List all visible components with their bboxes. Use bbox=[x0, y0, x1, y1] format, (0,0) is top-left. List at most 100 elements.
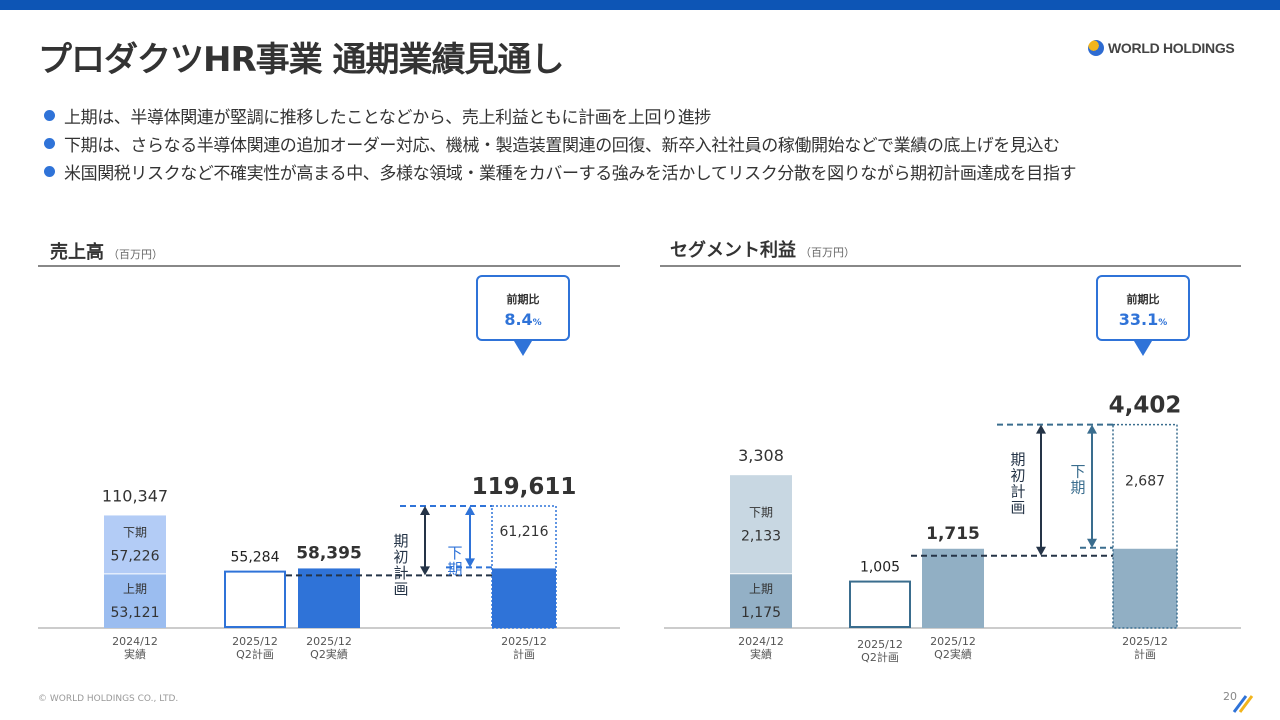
profit-category-label: 2024/12 bbox=[738, 635, 784, 648]
sales-yoy-label: 前期比 bbox=[506, 293, 540, 306]
logo-globe-icon bbox=[1088, 40, 1104, 56]
profit-chart-title: セグメント利益 （百万円） bbox=[670, 236, 855, 262]
profit-second-half-name: 下期 bbox=[749, 505, 773, 519]
bullet-dot-icon bbox=[44, 165, 55, 177]
sales-total-label: 110,347 bbox=[102, 486, 168, 505]
sales-category-label: 計画 bbox=[513, 647, 535, 661]
profit-q2-plan-label: 1,005 bbox=[860, 560, 900, 576]
profit-category-label: 2025/12 bbox=[930, 635, 976, 648]
profit-yoy-value: 33.1% bbox=[1118, 310, 1168, 329]
profit-plan-total-label: 4,402 bbox=[1109, 393, 1182, 419]
sales-plan-vertical-label: 計 bbox=[393, 564, 408, 582]
sales-plan-arrow-head-up bbox=[420, 505, 430, 515]
profit-second-arrow-head-up bbox=[1087, 424, 1097, 434]
profit-plan-vertical-label: 計 bbox=[1010, 483, 1025, 501]
sales-plan-arrow-head-down bbox=[420, 566, 430, 576]
sales-yoy-callout: 前期比 8.4% bbox=[476, 275, 570, 356]
profit-q2-actual-label: 1,715 bbox=[926, 524, 980, 544]
sales-category-label: 実績 bbox=[124, 647, 146, 661]
sales-second-half-value: 57,226 bbox=[111, 549, 160, 565]
profit-unit: （百万円） bbox=[800, 246, 855, 259]
profit-header-rule bbox=[660, 265, 1241, 267]
sales-bar-q2-plan bbox=[224, 570, 286, 628]
sales-category-label: 2025/12 bbox=[501, 635, 547, 648]
profit-plan-vertical-label: 期 bbox=[1010, 451, 1025, 469]
bullet-dot-icon bbox=[44, 137, 55, 149]
sales-second-vertical-label: 下 bbox=[447, 544, 462, 562]
sales-plan-vertical-label: 期 bbox=[393, 532, 408, 550]
profit-plan-vertical-label: 画 bbox=[1010, 499, 1025, 517]
profit-title-text: セグメント利益 bbox=[670, 240, 796, 261]
bullet-item: 下期は、さらなる半導体関連の追加オーダー対応、機械・製造装置関連の回復、新卒入社… bbox=[44, 129, 1076, 157]
profit-bar-second-half bbox=[730, 475, 792, 574]
sales-plan-vertical-label: 初 bbox=[393, 548, 408, 566]
top-accent-bar bbox=[0, 0, 1280, 10]
profit-category-label: 2025/12 bbox=[1122, 635, 1168, 648]
bullet-item: 上期は、半導体関連が堅調に推移したことなどから、売上利益ともに計画を上回り進捗 bbox=[44, 101, 1076, 129]
profit-total-label: 3,308 bbox=[738, 446, 784, 465]
profit-second-arrow-head-down bbox=[1087, 538, 1097, 548]
profit-category-label: 2025/12 bbox=[857, 638, 903, 651]
sales-second-half-name: 下期 bbox=[123, 526, 147, 540]
profit-second-half-value: 2,133 bbox=[741, 528, 781, 544]
sales-category-label: Q2計画 bbox=[236, 647, 274, 661]
logo-text: WORLD HOLDINGS bbox=[1108, 40, 1235, 56]
profit-plan-vertical-label: 初 bbox=[1010, 467, 1025, 485]
page-title: プロダクツHR事業 通期業績見通し bbox=[38, 40, 564, 80]
sales-unit: （百万円） bbox=[108, 248, 163, 261]
sales-second-vertical-label: 期 bbox=[447, 560, 462, 578]
sales-bar-plan-outline bbox=[491, 505, 557, 629]
bullet-text: 上期は、半導体関連が堅調に推移したことなどから、売上利益ともに計画を上回り進捗 bbox=[64, 107, 711, 128]
profit-plan-arrow-head-down bbox=[1036, 546, 1046, 556]
page-number: 20 bbox=[1223, 690, 1237, 703]
sales-category-label: 2024/12 bbox=[112, 635, 158, 648]
bullet-text: 下期は、さらなる半導体関連の追加オーダー対応、機械・製造装置関連の回復、新卒入社… bbox=[64, 135, 1060, 156]
profit-category-label: Q2実績 bbox=[934, 647, 972, 661]
profit-yoy-callout: 前期比 33.1% bbox=[1096, 275, 1190, 356]
sales-bar-q2-actual bbox=[298, 568, 360, 628]
sales-plan-total-label: 119,611 bbox=[472, 474, 577, 500]
sales-category-label: 2025/12 bbox=[232, 635, 278, 648]
sales-q2-actual-label: 58,395 bbox=[296, 543, 362, 563]
profit-category-label: Q2計画 bbox=[861, 650, 899, 664]
profit-first-half-name: 上期 bbox=[749, 582, 773, 596]
sales-q2-plan-label: 55,284 bbox=[231, 550, 280, 566]
sales-bar-plan-first bbox=[492, 568, 556, 628]
corner-stripes-icon bbox=[1232, 695, 1254, 713]
sales-first-half-name: 上期 bbox=[123, 582, 147, 596]
sales-category-label: Q2実績 bbox=[310, 647, 348, 661]
profit-yoy-label: 前期比 bbox=[1126, 293, 1160, 306]
profit-plan-arrow-head-up bbox=[1036, 424, 1046, 434]
bullet-dot-icon bbox=[44, 109, 55, 121]
sales-plan-vertical-label: 画 bbox=[393, 580, 408, 598]
profit-category-label: 実績 bbox=[750, 647, 772, 661]
callout-pointer-icon bbox=[1134, 341, 1152, 356]
sales-yoy-value: 8.4% bbox=[504, 310, 542, 329]
profit-bar-q2-actual bbox=[922, 548, 984, 628]
sales-plan-second-value: 61,216 bbox=[500, 524, 549, 540]
profit-bar-plan-outline bbox=[1112, 423, 1178, 629]
sales-chart-title: 売上高 （百万円） bbox=[50, 238, 163, 264]
sales-category-label: 2025/12 bbox=[306, 635, 352, 648]
callout-pointer-icon bbox=[514, 341, 532, 356]
profit-bar-q2-plan bbox=[849, 580, 911, 628]
copyright-footer: © WORLD HOLDINGS CO., LTD. bbox=[38, 694, 179, 704]
sales-bar-second-half bbox=[104, 515, 166, 574]
sales-bar-first-half bbox=[104, 573, 166, 628]
profit-second-vertical-label: 期 bbox=[1070, 479, 1085, 497]
profit-second-vertical-label: 下 bbox=[1070, 463, 1085, 481]
bullet-list: 上期は、半導体関連が堅調に推移したことなどから、売上利益ともに計画を上回り進捗 … bbox=[44, 101, 1076, 185]
sales-second-arrow-head-down bbox=[465, 558, 475, 568]
profit-category-label: 計画 bbox=[1134, 647, 1156, 661]
sales-header-rule bbox=[38, 265, 620, 267]
profit-bar-plan-first bbox=[1113, 548, 1177, 628]
bullet-text: 米国関税リスクなど不確実性が高まる中、多様な領域・業種をカバーする強みを活かして… bbox=[64, 163, 1077, 184]
profit-plan-second-value: 2,687 bbox=[1125, 474, 1165, 490]
profit-first-half-value: 1,175 bbox=[741, 605, 781, 621]
sales-second-arrow-head-up bbox=[465, 505, 475, 515]
profit-bar-first-half bbox=[730, 573, 792, 628]
company-logo: WORLD HOLDINGS bbox=[1088, 38, 1235, 58]
sales-title-text: 売上高 bbox=[50, 242, 104, 263]
profit-chart: 3,308下期2,133上期1,1751,0051,7154,4022,687期… bbox=[664, 393, 1241, 664]
